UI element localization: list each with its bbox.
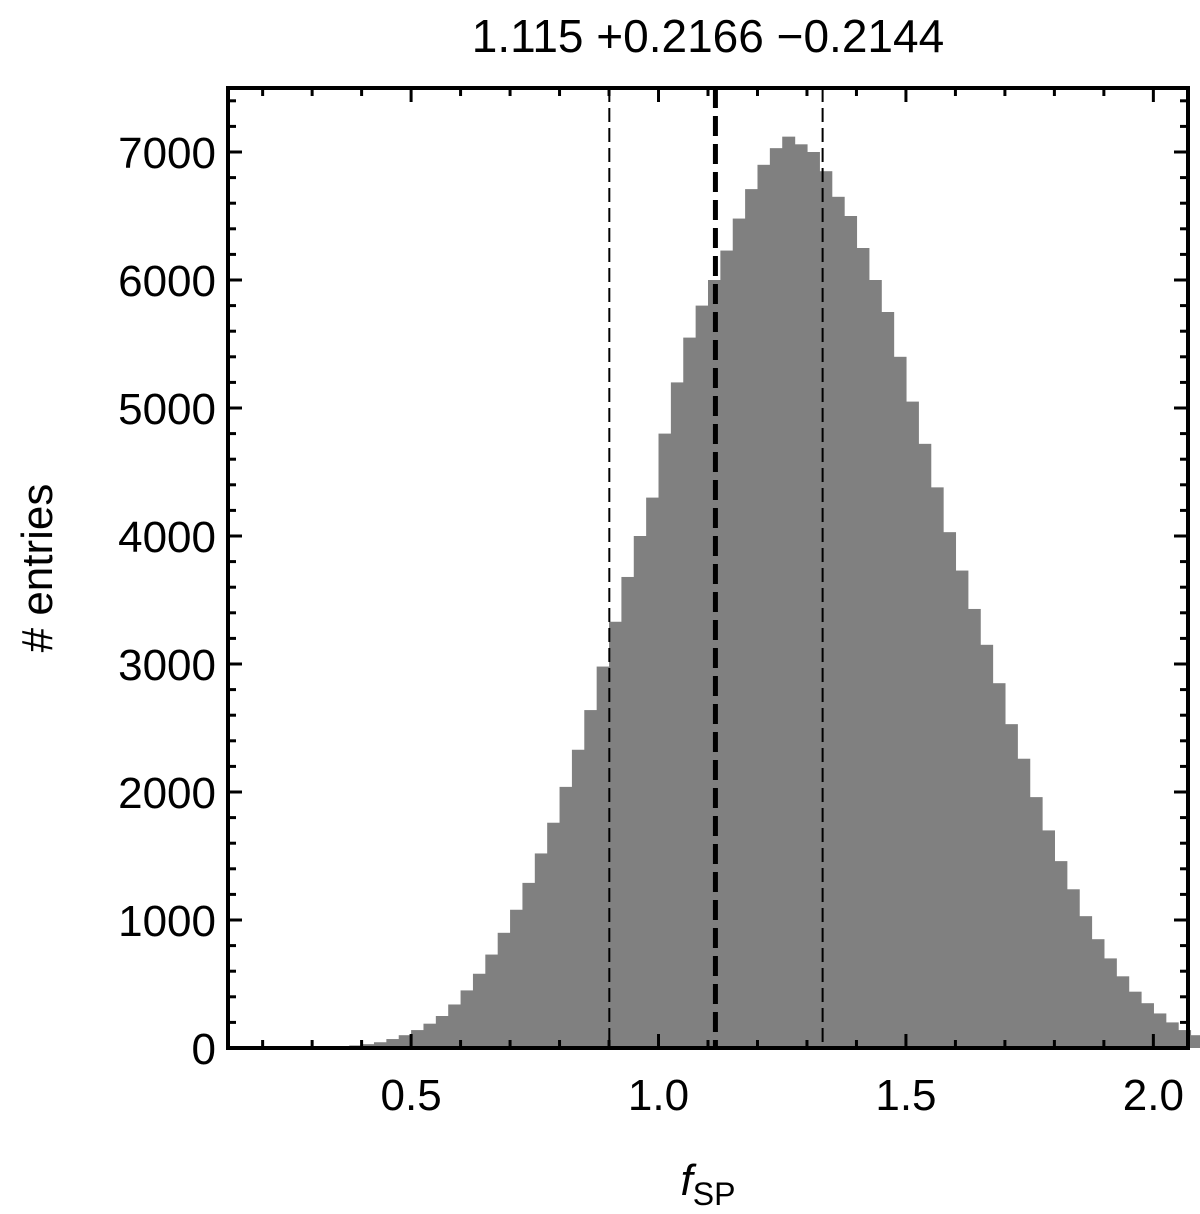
histogram-bar <box>658 433 672 1049</box>
histogram-bar <box>1029 797 1043 1048</box>
histogram-bar <box>1165 1022 1179 1048</box>
histogram-bar <box>918 443 932 1049</box>
histogram-bar <box>646 497 660 1049</box>
histogram-bar <box>980 644 994 1048</box>
histogram-bar <box>522 882 536 1048</box>
histogram-bar <box>757 164 771 1049</box>
histogram-bar <box>633 536 647 1048</box>
histogram-bar <box>720 250 734 1048</box>
histogram-bar <box>794 144 808 1048</box>
histogram-bar <box>1190 1035 1200 1048</box>
histogram-bar <box>905 401 919 1049</box>
histogram-bar <box>1004 724 1018 1048</box>
histogram-bar <box>448 1004 462 1048</box>
histogram-bars <box>312 136 1200 1049</box>
y-tick-label: 6000 <box>118 257 216 306</box>
histogram-bar <box>609 621 623 1048</box>
y-tick-label: 5000 <box>118 385 216 434</box>
histogram-bar <box>967 608 981 1048</box>
x-tick-labels: 0.5 1.0 1.5 2.0 <box>381 1071 1184 1120</box>
y-axis-label: # entries <box>13 484 62 653</box>
y-tick-label: 3000 <box>118 641 216 690</box>
histogram-bar <box>1116 976 1130 1048</box>
histogram-bar <box>893 356 907 1048</box>
x-tick-label: 0.5 <box>381 1071 442 1120</box>
histogram-bar <box>856 248 870 1048</box>
histogram-bar <box>398 1035 412 1048</box>
x-axis-label-subscript: SP <box>693 1176 736 1212</box>
histogram-bar <box>497 932 511 1048</box>
histogram-bar <box>547 822 561 1048</box>
histogram-bar <box>1128 991 1142 1048</box>
histogram-bar <box>819 171 833 1048</box>
x-tick-label: 2.0 <box>1123 1071 1184 1120</box>
histogram-bar <box>881 312 895 1048</box>
histogram-bar <box>1066 889 1080 1048</box>
histogram-bar <box>868 280 882 1048</box>
histogram-bar <box>769 148 783 1048</box>
histogram-bar <box>435 1016 449 1048</box>
histogram-bar <box>584 710 598 1048</box>
histogram-bar <box>683 337 697 1049</box>
histogram-bar <box>1140 1003 1154 1048</box>
x-axis-label: fSP <box>681 1156 736 1212</box>
histogram-bar <box>806 152 820 1048</box>
histogram-bar <box>1054 861 1068 1048</box>
histogram-bar <box>559 786 573 1048</box>
histogram-bar <box>621 576 635 1048</box>
histogram-bar <box>745 189 759 1048</box>
histogram-bar <box>1079 916 1093 1048</box>
histogram-bar <box>844 216 858 1048</box>
y-tick-label: 1000 <box>118 897 216 946</box>
histogram-bar <box>1103 958 1117 1048</box>
histogram-bar <box>1042 830 1055 1048</box>
histogram-bar <box>670 382 684 1048</box>
y-tick-label: 4000 <box>118 513 216 562</box>
histogram-bar <box>460 990 474 1048</box>
histogram-bar <box>732 218 746 1048</box>
y-tick-labels: 0 1000 2000 3000 4000 5000 6000 7000 <box>118 129 216 1074</box>
histogram-bar <box>955 570 969 1048</box>
histogram-bar <box>596 666 610 1048</box>
histogram-bar <box>373 1042 387 1048</box>
histogram-bar <box>943 532 957 1048</box>
chart-title: 1.115 +0.2166 −0.2144 <box>472 10 944 62</box>
histogram-bar <box>386 1039 400 1048</box>
histogram-bar <box>695 305 709 1049</box>
y-tick-label: 7000 <box>118 129 216 178</box>
histogram-bar <box>411 1030 425 1048</box>
axis-ticks <box>228 88 1188 1050</box>
y-tick-label: 0 <box>192 1025 216 1074</box>
y-tick-label: 2000 <box>118 769 216 818</box>
histogram-bar <box>1153 1013 1167 1048</box>
histogram-bar <box>510 909 524 1048</box>
histogram-bar <box>423 1023 437 1048</box>
x-tick-label: 1.0 <box>628 1071 689 1120</box>
histogram-bar <box>1017 758 1031 1048</box>
histogram-bar <box>831 196 845 1049</box>
histogram-bar <box>782 136 796 1048</box>
histogram-bar <box>930 487 944 1048</box>
histogram-bar <box>992 683 1006 1048</box>
histogram-bar <box>472 973 486 1048</box>
reference-lines <box>608 88 824 1048</box>
histogram-bar <box>534 853 548 1048</box>
x-tick-label: 1.5 <box>875 1071 936 1120</box>
histogram-bar <box>485 954 499 1048</box>
histogram-bar <box>1091 939 1105 1048</box>
histogram-bar <box>571 749 585 1048</box>
